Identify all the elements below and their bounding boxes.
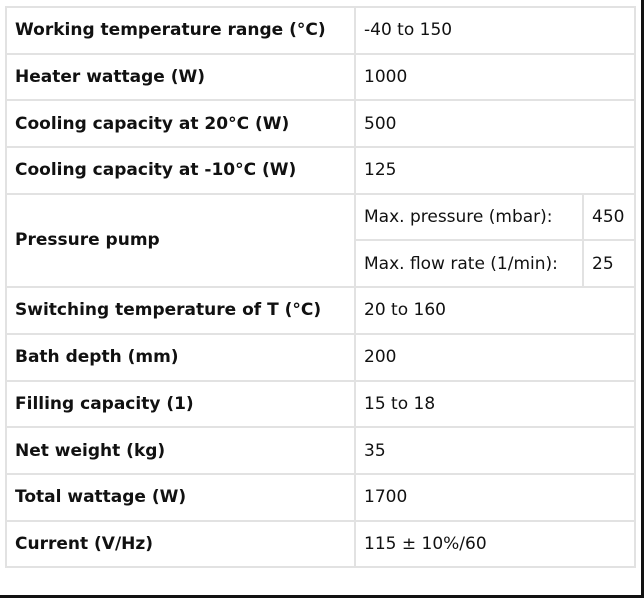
- sub-spec-label: Max. flow rate (1/min):: [354, 239, 584, 289]
- spec-value: 20 to 160: [354, 286, 636, 335]
- window-frame-bottom: [0, 595, 644, 598]
- spec-value: -40 to 150: [354, 6, 636, 55]
- window-frame-right: [641, 0, 644, 598]
- spec-label: Net weight (kg): [5, 426, 356, 475]
- spec-label: Switching temperature of T (°C): [5, 286, 356, 335]
- table-row: Cooling capacity at 20°C (W) 500: [5, 99, 636, 149]
- spec-label: Filling capacity (1): [5, 379, 356, 429]
- spec-value: 115 ± 10%/60: [354, 519, 636, 569]
- spec-value: 15 to 18: [354, 379, 636, 429]
- spec-label: Current (V/Hz): [5, 519, 356, 569]
- specifications-table: Working temperature range (°C) -40 to 15…: [5, 6, 636, 569]
- table-row: Working temperature range (°C) -40 to 15…: [5, 6, 636, 55]
- spec-value: 125: [354, 146, 636, 195]
- spec-label: Heater wattage (W): [5, 52, 356, 102]
- table-row: Filling capacity (1) 15 to 18: [5, 379, 636, 429]
- spec-value: 200: [354, 332, 636, 382]
- spec-label: Bath depth (mm): [5, 332, 356, 382]
- table-row-pressure-pump: Pressure pump Max. pressure (mbar): 450: [5, 192, 636, 289]
- spec-label: Pressure pump: [5, 192, 356, 289]
- sub-spec-value: 25: [582, 239, 636, 289]
- spec-label: Working temperature range (°C): [5, 6, 356, 55]
- table-row: Total wattage (W) 1700: [5, 472, 636, 522]
- spec-value: 1000: [354, 52, 636, 102]
- table-row: Switching temperature of T (°C) 20 to 16…: [5, 286, 636, 335]
- sub-spec-value: 450: [582, 192, 636, 242]
- table-row: Heater wattage (W) 1000: [5, 52, 636, 102]
- spec-value: 1700: [354, 472, 636, 522]
- table-row-pressure-pump-sub: Max. flow rate (1/min): 25: [6, 239, 636, 289]
- table-row: Net weight (kg) 35: [5, 426, 636, 475]
- table-row: Current (V/Hz) 115 ± 10%/60: [5, 519, 636, 569]
- table-row: Cooling capacity at -10°C (W) 125: [5, 146, 636, 195]
- spec-label: Total wattage (W): [5, 472, 356, 522]
- spec-value: 35: [354, 426, 636, 475]
- spec-label: Cooling capacity at -10°C (W): [5, 146, 356, 195]
- spec-label: Cooling capacity at 20°C (W): [5, 99, 356, 149]
- table-row: Bath depth (mm) 200: [5, 332, 636, 382]
- sub-spec-label: Max. pressure (mbar):: [354, 192, 584, 242]
- spec-value: 500: [354, 99, 636, 149]
